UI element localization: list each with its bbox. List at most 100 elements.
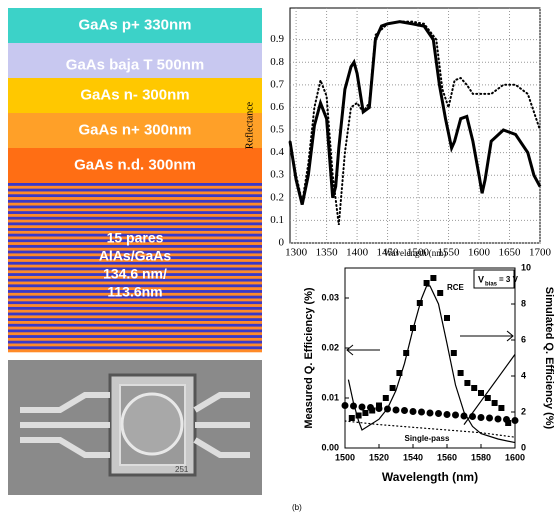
mirror-stripe (8, 203, 262, 206)
layer-stack: GaAs p+ 330nm GaAs baja T 500nm GaAs n- 30… (8, 8, 262, 352)
circle-marker (503, 416, 510, 423)
mirror-stripe (8, 310, 262, 313)
mirror-stripe (8, 344, 262, 347)
circle-marker (444, 411, 451, 418)
circle-marker (376, 405, 383, 412)
mirror-stripe (8, 206, 262, 209)
square-marker (430, 275, 436, 281)
circle-marker (435, 410, 442, 417)
series-label: Single-pass (405, 434, 450, 443)
y-tick-label: 0.6 (270, 101, 284, 113)
y-tick-label: 0.01 (321, 392, 339, 402)
mirror-label: 134.6 nm/ (103, 266, 167, 282)
x-tick-label: 1500 (335, 452, 355, 462)
y-tick-label: 0.03 (321, 292, 339, 302)
square-marker (444, 315, 450, 321)
y2-tick-label: 0 (521, 442, 526, 452)
x-tick-label: 1700 (529, 247, 552, 259)
x-tick-label: 1400 (346, 247, 369, 259)
square-marker (485, 395, 491, 401)
square-marker (498, 405, 504, 411)
circle-marker (410, 408, 417, 415)
y2-tick-label: 2 (521, 406, 526, 416)
photo-window (122, 394, 182, 454)
mirror-stripe (8, 208, 262, 211)
mirror-stripe (8, 324, 262, 327)
axis-arrow (460, 331, 513, 341)
mirror-stripe (8, 194, 262, 197)
circle-marker (486, 415, 493, 422)
layer-label: GaAs p+ 330nm (79, 16, 192, 33)
mirror-stripe (8, 220, 262, 223)
x-tick-label: 1520 (369, 452, 389, 462)
square-marker (424, 280, 430, 286)
circle-marker (418, 409, 425, 416)
square-marker (383, 395, 389, 401)
mirror-stripe (8, 329, 262, 332)
layer-label: GaAs n.d. 300nm (74, 156, 196, 173)
bias-subscript: bias (485, 282, 498, 288)
y2-tick-label: 8 (521, 298, 526, 308)
circle-marker (401, 407, 408, 414)
bias-text: = 3 V (499, 275, 519, 284)
mirror-stripe (8, 304, 262, 307)
x-tick-label: 1350 (316, 247, 339, 259)
mirror-stripe (8, 315, 262, 318)
mirror-stripe (8, 307, 262, 310)
panel-label: (b) (292, 503, 302, 512)
y-tick-label: 0.8 (270, 56, 284, 68)
figure: GaAs p+ 330nm GaAs baja T 500nm GaAs n- 30… (0, 0, 558, 520)
square-marker (437, 290, 443, 296)
square-marker (464, 380, 470, 386)
mirror-label: AlAs/GaAs (99, 248, 172, 264)
mirror-stripe (8, 341, 262, 344)
y2-tick-label: 4 (521, 370, 526, 380)
circle-marker (512, 417, 519, 424)
y2-tick-label: 6 (521, 334, 526, 344)
square-marker (471, 385, 477, 391)
mirror-stripe (8, 183, 262, 186)
y-tick-label: 0.7 (270, 78, 284, 90)
bias-symbol: V (478, 274, 484, 284)
square-marker (349, 415, 355, 421)
y-tick-label: 0.4 (270, 146, 284, 158)
mirror-stripe (8, 186, 262, 189)
circle-marker (359, 404, 366, 411)
mirror-stripe (8, 211, 262, 214)
mirror-stripe (8, 301, 262, 304)
circle-marker (367, 404, 374, 411)
square-marker (390, 385, 396, 391)
mirror-stripe (8, 349, 262, 352)
x-tick-label: 1600 (468, 247, 491, 259)
mirror-stripe (8, 321, 262, 324)
circle-marker (393, 407, 400, 414)
y-tick-label: 0.1 (270, 214, 284, 226)
circle-marker (478, 414, 485, 421)
mirror-stripe (8, 335, 262, 338)
layer-label: GaAs baja T 500nm (66, 56, 204, 73)
mirror-stripe (8, 225, 262, 228)
x-tick-label: 1540 (403, 452, 423, 462)
square-marker (362, 410, 368, 416)
mirror-stripe (8, 327, 262, 330)
x-tick-label: 1600 (505, 452, 525, 462)
y2-axis-label: Simulated Q. Efficiency (%) (543, 287, 555, 430)
circle-marker (495, 416, 502, 423)
device-photo: 251 (8, 360, 262, 495)
layer-label: GaAs n- 300nm (80, 86, 189, 103)
layer-label: GaAs n+ 300nm (79, 121, 192, 138)
axis-arrow (347, 345, 380, 355)
square-marker (451, 350, 457, 356)
photo-label: 251 (175, 465, 189, 474)
y-tick-label: 0.9 (270, 33, 284, 45)
mirror-stripe (8, 189, 262, 192)
x-axis-label: Wavelength (nm) (382, 470, 478, 484)
square-marker (458, 370, 464, 376)
x-tick-label: 1560 (437, 452, 457, 462)
circle-marker (427, 410, 434, 417)
mirror-stripe (8, 338, 262, 341)
x-tick-label: 1650 (499, 247, 522, 259)
mirror-stripe (8, 214, 262, 217)
mirror-stripe (8, 222, 262, 225)
mirror-stripe (8, 346, 262, 349)
